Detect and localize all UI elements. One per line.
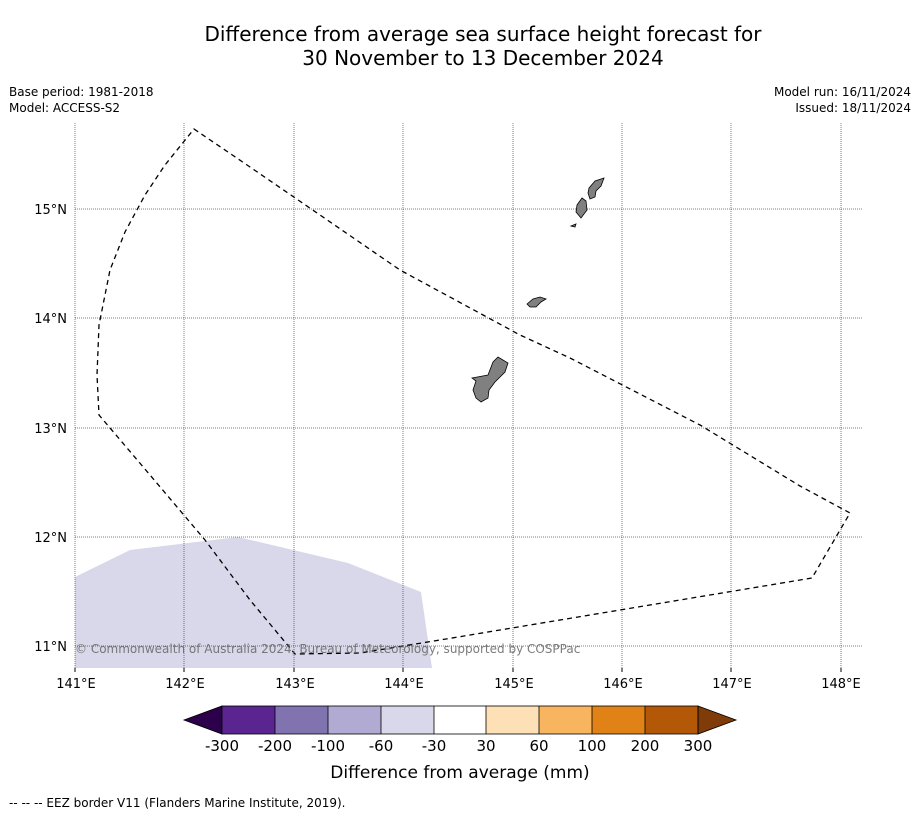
lat-label: 14°N bbox=[34, 312, 67, 327]
issued-date: Issued: 18/11/2024 bbox=[795, 101, 911, 115]
colorbar-tick-label: -30 bbox=[422, 737, 447, 755]
lat-labels: 15°N 14°N 13°N 12°N 11°N bbox=[34, 203, 67, 655]
colorbar: -300 -200 -100 -60 -30 30 60 100 200 300… bbox=[182, 705, 738, 783]
colorbar-segment bbox=[434, 706, 486, 734]
map-title: Difference from average sea surface heig… bbox=[0, 22, 919, 70]
gridlines bbox=[74, 123, 862, 668]
aguijan-island bbox=[569, 223, 577, 228]
lon-label: 146°E bbox=[603, 677, 643, 692]
colorbar-tick-label: -300 bbox=[205, 737, 239, 755]
colorbar-segment bbox=[486, 706, 539, 734]
colorbar-segment bbox=[275, 706, 328, 734]
tick-marks bbox=[74, 668, 842, 672]
lon-label: 144°E bbox=[384, 677, 424, 692]
tinian-island bbox=[575, 197, 588, 219]
colorbar-tick-label: 30 bbox=[476, 737, 495, 755]
colorbar-tick-label: 300 bbox=[684, 737, 713, 755]
guam-island bbox=[471, 356, 509, 403]
colorbar-segment bbox=[381, 706, 434, 734]
title-line-2: 30 November to 13 December 2024 bbox=[302, 46, 664, 70]
eez-footnote: -- -- -- EEZ border V11 (Flanders Marine… bbox=[9, 796, 346, 810]
base-period: Base period: 1981-2018 bbox=[9, 85, 154, 99]
colorbar-tick-label: -100 bbox=[311, 737, 345, 755]
colorbar-tick-label: 60 bbox=[529, 737, 548, 755]
lat-label: 12°N bbox=[34, 531, 67, 546]
rota-island bbox=[526, 296, 547, 308]
colorbar-segment bbox=[328, 706, 381, 734]
lon-label: 145°E bbox=[494, 677, 534, 692]
meta-right: Model run: 16/11/2024 Issued: 18/11/2024 bbox=[774, 84, 911, 116]
colorbar-segment bbox=[539, 706, 592, 734]
lon-label: 141°E bbox=[56, 677, 96, 692]
colorbar-tick-label: -60 bbox=[369, 737, 394, 755]
lon-label: 147°E bbox=[712, 677, 752, 692]
model-name: Model: ACCESS-S2 bbox=[9, 101, 121, 115]
land bbox=[471, 177, 605, 403]
lon-label: 148°E bbox=[821, 677, 861, 692]
colorbar-segment bbox=[222, 706, 275, 734]
colorbar-over-arrow bbox=[697, 705, 738, 735]
lon-label: 143°E bbox=[275, 677, 315, 692]
anomaly-region bbox=[75, 537, 432, 668]
model-run: Model run: 16/11/2024 bbox=[773, 85, 911, 99]
colorbar-under-arrow bbox=[182, 705, 223, 735]
colorbar-segment bbox=[592, 706, 645, 734]
lon-label: 142°E bbox=[165, 677, 205, 692]
colorbar-segment bbox=[645, 706, 698, 734]
title-line-1: Difference from average sea surface heig… bbox=[204, 22, 762, 46]
saipan-island bbox=[587, 177, 605, 200]
lat-label: 11°N bbox=[34, 640, 67, 655]
meta-left: Base period: 1981-2018 Model: ACCESS-S2 bbox=[9, 84, 154, 116]
colorbar-tick-label: -200 bbox=[258, 737, 292, 755]
colorbar-tick-label: 100 bbox=[578, 737, 607, 755]
lat-label: 13°N bbox=[34, 422, 67, 437]
colorbar-label: Difference from average (mm) bbox=[330, 763, 589, 783]
colorbar-tick-label: 200 bbox=[631, 737, 660, 755]
lat-label: 15°N bbox=[34, 203, 67, 218]
copyright-text: © Commonwealth of Australia 2024, Bureau… bbox=[75, 642, 580, 656]
lon-labels: 141°E 142°E 143°E 144°E 145°E 146°E 147°… bbox=[56, 677, 861, 692]
